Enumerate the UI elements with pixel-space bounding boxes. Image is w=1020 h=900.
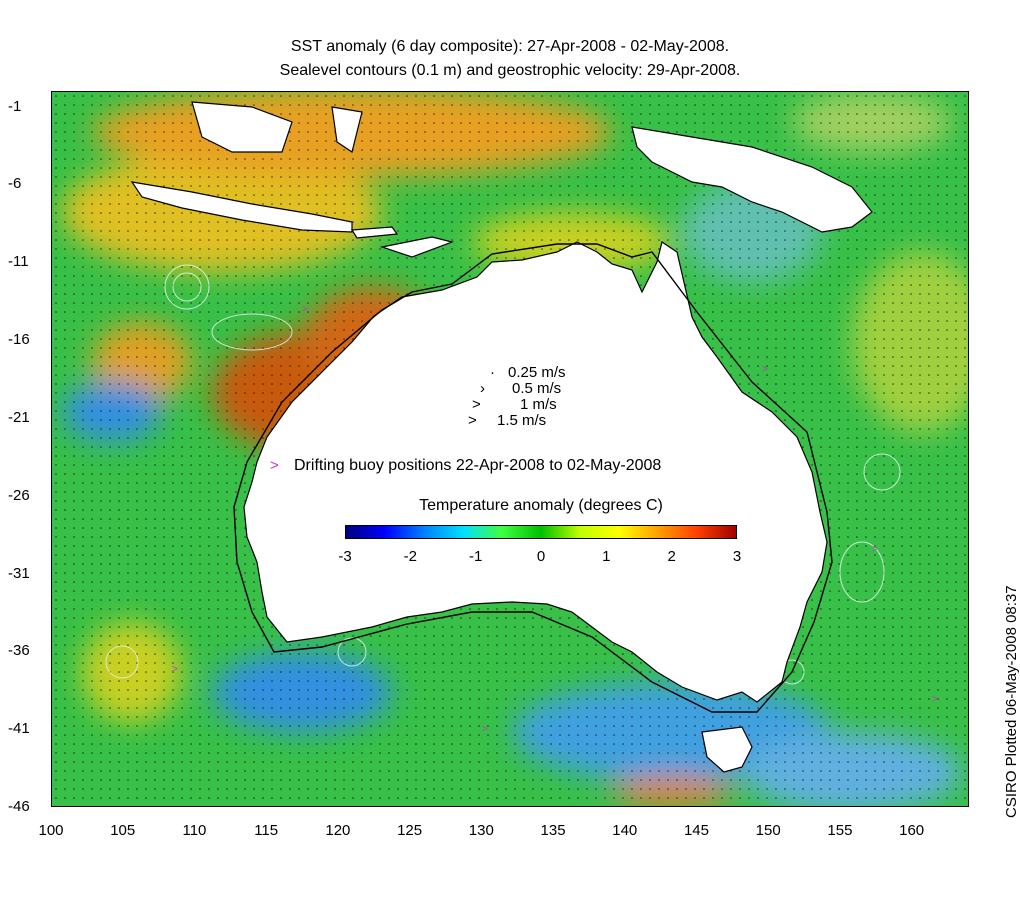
sst-anomaly-map: > > > > > > [51, 91, 969, 807]
y-tick-label: -11 [8, 253, 29, 271]
land-masses [130, 101, 873, 773]
java-land [130, 181, 353, 233]
timor-land [379, 236, 455, 258]
y-tick-label: -36 [8, 642, 30, 660]
x-tick-label: 105 [110, 822, 136, 839]
x-tick-label: 110 [182, 822, 207, 839]
x-tick-label: 130 [468, 822, 494, 839]
colorbar-tick-label: 1 [602, 548, 611, 565]
y-tick-label: -46 [8, 798, 30, 815]
new-guinea-land [631, 126, 873, 233]
x-tick-label: 120 [325, 822, 351, 839]
x-tick-label: 135 [540, 822, 566, 839]
colorbar-tick-label: -3 [338, 548, 352, 565]
nusa-tenggara-land [350, 226, 399, 239]
velocity-legend-symbol-05: › [480, 380, 485, 397]
x-tick-label: 155 [827, 822, 853, 839]
y-tick-label: -6 [8, 175, 22, 193]
buoy-legend-symbol: > [270, 457, 279, 474]
velocity-legend-symbol-15: > [468, 412, 477, 429]
drifting-buoy-markers: > > > > > > [172, 304, 938, 735]
colorbar-tick-label: 2 [667, 548, 676, 565]
map-title-line-1: SST anomaly (6 day composite): 27-Apr-20… [290, 38, 730, 55]
colorbar-tick-label: 3 [732, 548, 742, 565]
shelf-contour [233, 243, 833, 713]
y-tick-label: -26 [8, 486, 30, 504]
x-tick-label: 150 [755, 822, 781, 839]
velocity-legend-label-15: 1.5 m/s [497, 412, 547, 429]
svg-text:>: > [932, 694, 938, 705]
map-title-line-2: Sealevel contours (0.1 m) and geostrophi… [279, 62, 741, 79]
velocity-legend-label-1: 1 m/s [520, 396, 557, 413]
svg-text:>: > [872, 544, 878, 555]
colorbar-tick-label: -2 [403, 548, 417, 565]
tasmania-land [701, 726, 753, 773]
velocity-legend-symbol-1: > [472, 396, 481, 413]
y-tick-label: -21 [8, 408, 30, 426]
colorbar-tick-label: -1 [468, 548, 483, 565]
svg-text:>: > [482, 724, 488, 735]
x-tick-label: 140 [612, 822, 638, 839]
x-tick-label: 160 [899, 822, 925, 839]
buoy-legend-label: Drifting buoy positions 22-Apr-2008 to 0… [294, 457, 662, 474]
y-tick-label: -31 [8, 564, 30, 582]
sulawesi-land [331, 106, 363, 153]
y-tick-label: -1 [8, 97, 22, 115]
y-tick-label: -16 [8, 331, 30, 349]
x-tick-label: 125 [397, 822, 423, 839]
x-tick-label: 115 [254, 822, 279, 839]
y-tick-label: -41 [8, 720, 30, 738]
plot-credit: CSIRO Plotted 06-May-2008 08:37 [1003, 585, 1020, 818]
x-tick-label: 100 [38, 822, 64, 839]
velocity-legend-symbol-025: · [490, 364, 495, 381]
colorbar-tick-label: 0 [536, 548, 546, 565]
sealevel-contours [105, 264, 901, 685]
temperature-colorbar [345, 525, 737, 539]
velocity-legend-label-025: 0.25 m/s [508, 364, 566, 381]
velocity-legend-label-05: 0.5 m/s [512, 380, 562, 397]
australia-land [243, 241, 828, 703]
x-tick-label: 145 [683, 822, 709, 839]
svg-text:>: > [762, 364, 768, 375]
svg-text:>: > [172, 664, 178, 675]
svg-text:>: > [302, 304, 308, 315]
colorbar-title: Temperature anomaly (degrees C) [419, 497, 663, 514]
borneo-land [191, 101, 293, 153]
